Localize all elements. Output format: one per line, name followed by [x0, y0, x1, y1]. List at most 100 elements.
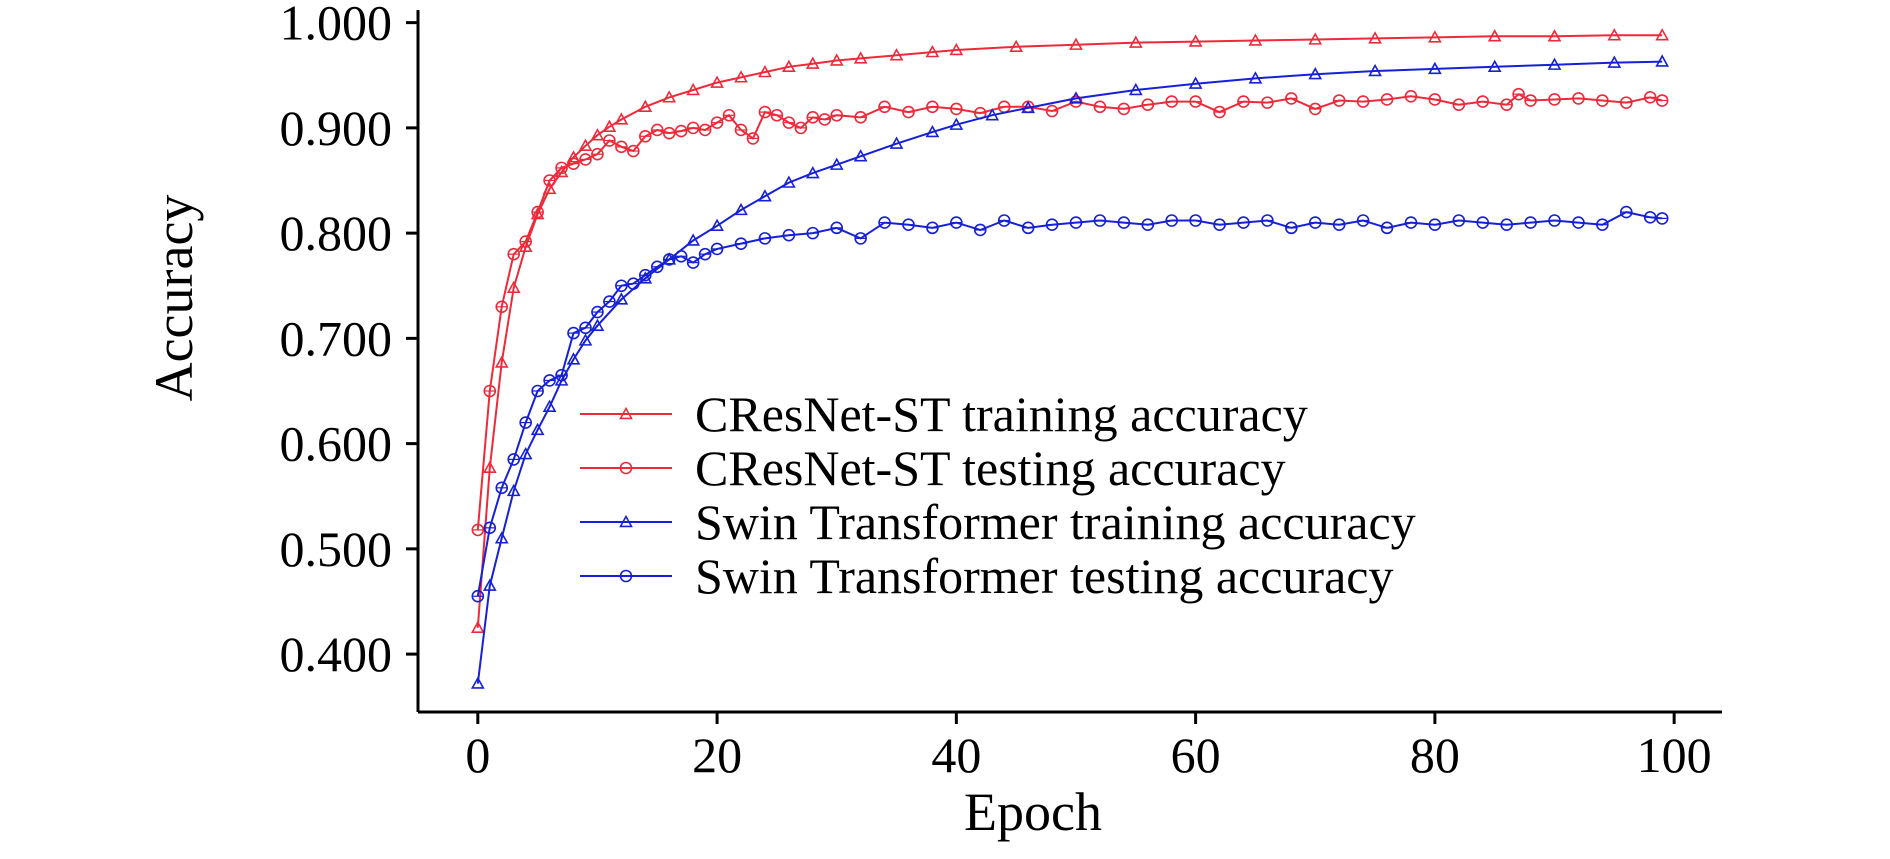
data-point: [997, 214, 1011, 227]
legend-label: Swin Transformer testing accuracy: [695, 548, 1393, 604]
data-point: [650, 260, 664, 274]
data-point: [1476, 95, 1490, 108]
data-point: [710, 242, 724, 256]
data-point: [889, 48, 904, 61]
legend-item-1: CResNet-ST training accuracy: [580, 386, 1308, 442]
data-point: [1237, 216, 1250, 229]
data-point: [495, 481, 509, 495]
data-point: [805, 165, 820, 179]
data-point: [530, 422, 545, 436]
data-point: [507, 453, 521, 466]
series-layer: [470, 28, 1670, 689]
data-point: [686, 256, 700, 269]
data-point: [674, 124, 688, 138]
data-point: [603, 295, 616, 308]
data-point: [1248, 71, 1263, 84]
data-point: [566, 150, 581, 163]
data-point: [1261, 96, 1274, 109]
data-point: [567, 326, 580, 340]
data-point: [1188, 76, 1203, 89]
data-point: [1572, 216, 1585, 229]
data-point: [1607, 55, 1622, 68]
data-point: [1500, 98, 1513, 112]
data-point: [902, 105, 915, 119]
data-point: [1117, 102, 1131, 116]
x-tick-label: 80: [1410, 727, 1460, 783]
data-point: [949, 117, 964, 130]
data-point: [1428, 93, 1442, 106]
data-point: [1189, 214, 1202, 227]
data-point: [1487, 59, 1502, 73]
data-point: [1404, 90, 1418, 103]
data-point: [1189, 95, 1202, 108]
data-point: [602, 119, 617, 133]
data-point: [1500, 218, 1513, 232]
data-point: [1596, 94, 1609, 107]
data-point: [830, 221, 844, 235]
data-point: [806, 111, 820, 124]
legend-item-3: Swin Transformer training accuracy: [580, 494, 1416, 550]
data-point: [1655, 212, 1669, 225]
legend-label: Swin Transformer training accuracy: [695, 494, 1416, 550]
data-point: [878, 100, 891, 114]
data-point: [1548, 93, 1561, 106]
y-tick-label: 0.400: [280, 626, 393, 682]
data-point: [1045, 218, 1059, 232]
data-point: [1607, 28, 1622, 41]
data-point: [1524, 94, 1537, 107]
data-point: [1213, 218, 1226, 232]
series-line: [476, 60, 1663, 684]
data-point: [830, 108, 844, 122]
data-point: [734, 123, 748, 137]
series-3: [470, 54, 1670, 689]
data-point: [1452, 214, 1466, 227]
data-point: [615, 140, 628, 154]
legend-marker: [619, 406, 633, 420]
data-point: [578, 138, 593, 151]
y-tick-label: 0.800: [280, 205, 393, 261]
data-point: [746, 132, 760, 145]
data-point: [1261, 214, 1274, 227]
data-point: [1069, 216, 1083, 229]
data-point: [1069, 91, 1083, 104]
data-point: [806, 226, 820, 240]
data-point: [555, 161, 568, 175]
data-point: [758, 232, 772, 245]
data-point: [1188, 34, 1203, 47]
data-point: [710, 116, 724, 129]
data-point: [531, 384, 544, 398]
data-point: [1141, 218, 1155, 232]
data-point: [1308, 102, 1322, 116]
data-point: [722, 108, 736, 122]
data-point: [483, 384, 497, 398]
data-point: [782, 116, 796, 129]
data-point: [853, 51, 868, 64]
data-point: [650, 123, 664, 137]
data-point: [973, 223, 987, 237]
data-point: [603, 134, 616, 147]
data-point: [686, 121, 700, 135]
y-tick-label: 0.600: [280, 416, 393, 472]
data-point: [1428, 30, 1442, 43]
data-point: [1237, 95, 1250, 108]
data-point: [674, 249, 688, 263]
data-point: [1213, 105, 1226, 119]
data-point: [614, 292, 629, 305]
data-point: [985, 108, 1000, 121]
data-point: [1308, 216, 1322, 229]
data-point: [590, 318, 605, 331]
x-tick-label: 20: [692, 727, 742, 783]
data-point: [483, 521, 497, 535]
data-point: [1021, 221, 1035, 235]
data-point: [543, 374, 556, 387]
data-point: [1128, 35, 1143, 48]
data-point: [639, 129, 652, 143]
y-tick-label: 0.900: [280, 100, 393, 156]
series-4: [471, 205, 1669, 603]
data-point: [531, 205, 544, 219]
data-point: [758, 105, 772, 119]
data-point: [1428, 61, 1442, 75]
data-point: [926, 100, 939, 114]
legend-label: CResNet-ST training accuracy: [695, 386, 1308, 442]
data-point: [662, 90, 677, 103]
